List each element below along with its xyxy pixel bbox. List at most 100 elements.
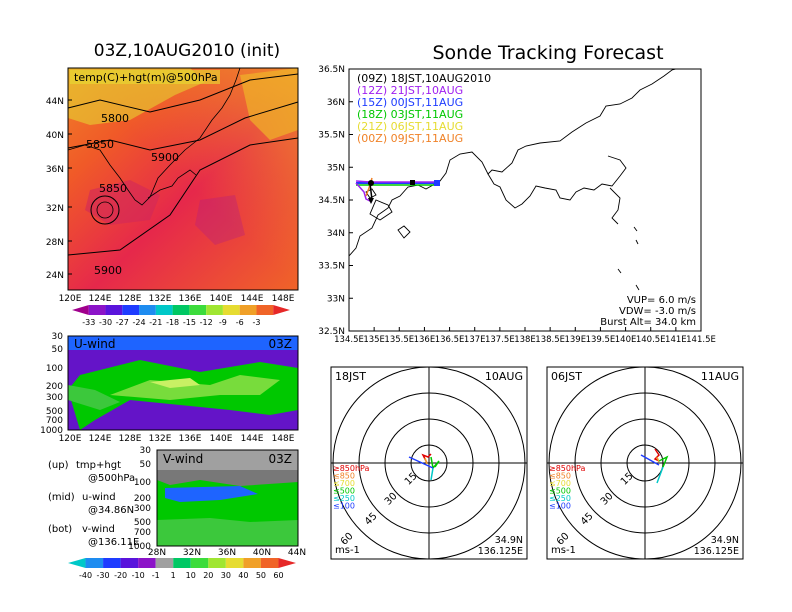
hodograph-date: 11AUG: [701, 370, 739, 383]
contour-label: 5800: [101, 112, 129, 125]
launch-point: [368, 180, 374, 186]
track-legend-label: (15Z) 00JST,11AUG: [357, 96, 463, 109]
colorbar-swatch: [105, 305, 123, 315]
lon-tick-label: 137.5E: [485, 335, 515, 345]
left-panel-title: 03Z,10AUG2010 (init): [94, 41, 280, 61]
pressure-tick-label: 30: [52, 332, 64, 342]
colorbar-swatch: [68, 558, 86, 568]
trajectory-line: [355, 182, 373, 203]
colorbar-swatch: [155, 558, 174, 568]
hodo-level-label: ≤500: [333, 487, 355, 496]
lat-tick-label: 36N: [218, 548, 236, 558]
hodograph-unit: ms-1: [551, 545, 576, 556]
contour-label: 5850: [99, 182, 127, 195]
colorbar-swatch: [189, 305, 207, 315]
burst-marker: [368, 198, 374, 204]
launch-param: VUP= 6.0 m/s: [627, 295, 696, 306]
burst-marker: [410, 180, 415, 185]
hodograph-trace: [658, 455, 669, 468]
legend-tag: (mid): [48, 492, 75, 503]
lon-tick-label: 136E: [179, 434, 202, 444]
track-legend-label: (00Z) 09JST,11AUG: [357, 132, 463, 145]
map-lon-ticks: 120E 124E 128E 132E 136E 140E 144E 148E: [59, 294, 295, 304]
temperature-colorbar: -33 -30 -27 -24 -21 -18 -15 -12 -9 -6 -3: [72, 305, 290, 327]
legend-line1: tmp+hgt: [76, 460, 121, 471]
track-legend-label: (09Z) 18JST,10AUG2010: [357, 72, 491, 85]
sonde-tracking-map: (09Z) 18JST,10AUG2010(12Z) 21JST,10AUG(1…: [318, 65, 716, 345]
legend-line1: u-wind: [82, 492, 116, 503]
hodograph-lon: 136.125E: [694, 546, 739, 557]
colorbar-swatch: [278, 558, 296, 568]
lat-tick-label: 35.5N: [318, 131, 345, 141]
colorbar-label: -12: [200, 318, 213, 327]
hodo-level-label: ≤700: [333, 479, 355, 488]
lon-tick-label: 138E: [514, 335, 536, 345]
colorbar-swatch: [120, 558, 139, 568]
lat-tick-label: 34.5N: [318, 196, 345, 206]
lon-tick-label: 128E: [119, 434, 142, 444]
lon-tick-label: 132E: [149, 434, 172, 444]
lat-tick-label: 32N: [183, 548, 201, 558]
hodo-level-label: ≤250: [333, 494, 355, 503]
lon-tick-label: 136E: [179, 294, 202, 304]
colorbar-label: -9: [219, 318, 227, 327]
lon-tick-label: 124E: [89, 434, 112, 444]
lon-tick-label: 139E: [564, 335, 586, 345]
colorbar-swatch: [103, 558, 121, 568]
pressure-tick-label: 30: [140, 446, 152, 456]
map-lat-ticks: 44N 40N 36N 32N 28N 24N: [46, 97, 72, 281]
colorbar-swatch: [172, 305, 190, 315]
hodograph-date: 10AUG: [485, 370, 523, 383]
lat-tick-label: 40N: [46, 131, 64, 141]
colorbar-swatch: [139, 305, 156, 315]
hodo-level-label: ≤500: [549, 487, 571, 496]
colorbar-swatch: [256, 305, 274, 315]
contour-labels: 5800 5850 5900 5850 5900: [86, 112, 179, 277]
lon-tick-label: 135.5E: [384, 335, 414, 345]
right-panel-title: Sonde Tracking Forecast: [432, 42, 663, 64]
colorbar-label: 60: [273, 571, 283, 580]
lat-tick-label: 44N: [46, 97, 64, 107]
colorbar-swatch: [260, 558, 279, 568]
track-legend-label: (18Z) 03JST,11AUG: [357, 108, 463, 121]
lon-tick-label: 138.5E: [535, 335, 565, 345]
colorbar-swatch: [206, 305, 223, 315]
v-wind-title: V-wind: [163, 452, 203, 466]
hodograph-lat: 34.9N: [711, 535, 739, 546]
colorbar-label: 10: [186, 571, 196, 580]
hodograph-time: 18JST: [335, 370, 366, 383]
hodograph-trace: [408, 456, 434, 469]
panel-legend: (up) tmp+hgt @500hPa (mid) u-wind @34.86N (bot…: [48, 460, 139, 548]
colorbar-label: -10: [132, 571, 145, 580]
hodograph-unit: ms-1: [335, 545, 360, 556]
lon-tick-label: 140E: [210, 434, 233, 444]
v-wind-lat-ticks: 28N 32N 36N 40N 44N: [148, 548, 306, 558]
lon-tick-label: 148E: [272, 294, 295, 304]
lat-tick-label: 32.5N: [318, 327, 345, 337]
colorbar-swatch: [208, 558, 226, 568]
lon-tick-label: 120E: [59, 294, 82, 304]
pressure-tick-label: 1000: [40, 426, 63, 436]
contour-label: 5900: [151, 151, 179, 164]
hodo-level-label: ≥850hPa: [333, 464, 370, 473]
u-wind-title: U-wind: [74, 337, 115, 351]
legend-line2: @136.11E: [88, 537, 139, 548]
lon-tick-label: 124E: [89, 294, 112, 304]
lat-tick-label: 32N: [46, 204, 64, 214]
lon-tick-label: 141.5E: [686, 335, 716, 345]
pressure-tick-label: 100: [134, 478, 151, 488]
hodograph-trace: [430, 456, 434, 469]
colorbar-label: -6: [236, 318, 244, 327]
lat-tick-label: 36.5N: [318, 65, 345, 75]
colorbar-label: -40: [79, 571, 92, 580]
lon-tick-label: 140.5E: [636, 335, 666, 345]
pressure-tick-label: 300: [134, 504, 151, 514]
launch-param: VDW= -3.0 m/s: [619, 306, 696, 317]
lat-tick-label: 36N: [46, 165, 64, 175]
legend-line1: v-wind: [82, 524, 115, 535]
pressure-tick-label: 300: [46, 393, 63, 403]
colorbar-label: 1: [171, 571, 176, 580]
